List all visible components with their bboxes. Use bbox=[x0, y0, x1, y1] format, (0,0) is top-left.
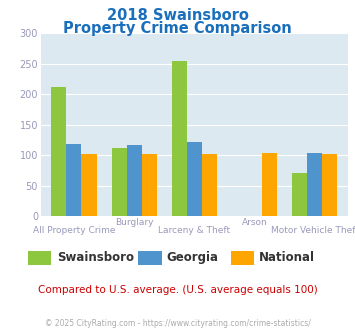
Bar bbox=[172, 61, 187, 216]
Text: Property Crime Comparison: Property Crime Comparison bbox=[63, 21, 292, 36]
Text: Arson: Arson bbox=[242, 218, 267, 227]
Text: Larceny & Theft: Larceny & Theft bbox=[158, 226, 230, 235]
Bar bbox=[262, 153, 277, 216]
Text: Burglary: Burglary bbox=[115, 218, 153, 227]
Text: National: National bbox=[259, 251, 315, 264]
Bar bbox=[81, 154, 97, 216]
Bar bbox=[142, 154, 157, 216]
Text: 2018 Swainsboro: 2018 Swainsboro bbox=[106, 8, 248, 23]
Text: All Property Crime: All Property Crime bbox=[33, 226, 115, 235]
Text: Georgia: Georgia bbox=[167, 251, 219, 264]
Bar bbox=[292, 174, 307, 216]
Text: © 2025 CityRating.com - https://www.cityrating.com/crime-statistics/: © 2025 CityRating.com - https://www.city… bbox=[45, 319, 310, 328]
Bar bbox=[322, 154, 337, 216]
Text: Motor Vehicle Theft: Motor Vehicle Theft bbox=[271, 226, 355, 235]
Bar bbox=[111, 148, 127, 216]
Bar bbox=[307, 153, 322, 216]
Text: Swainsboro: Swainsboro bbox=[57, 251, 134, 264]
Bar bbox=[127, 145, 142, 216]
Text: Compared to U.S. average. (U.S. average equals 100): Compared to U.S. average. (U.S. average … bbox=[38, 285, 317, 295]
Bar bbox=[51, 87, 66, 216]
Bar bbox=[187, 142, 202, 216]
Bar bbox=[202, 154, 217, 216]
Bar bbox=[66, 144, 81, 216]
